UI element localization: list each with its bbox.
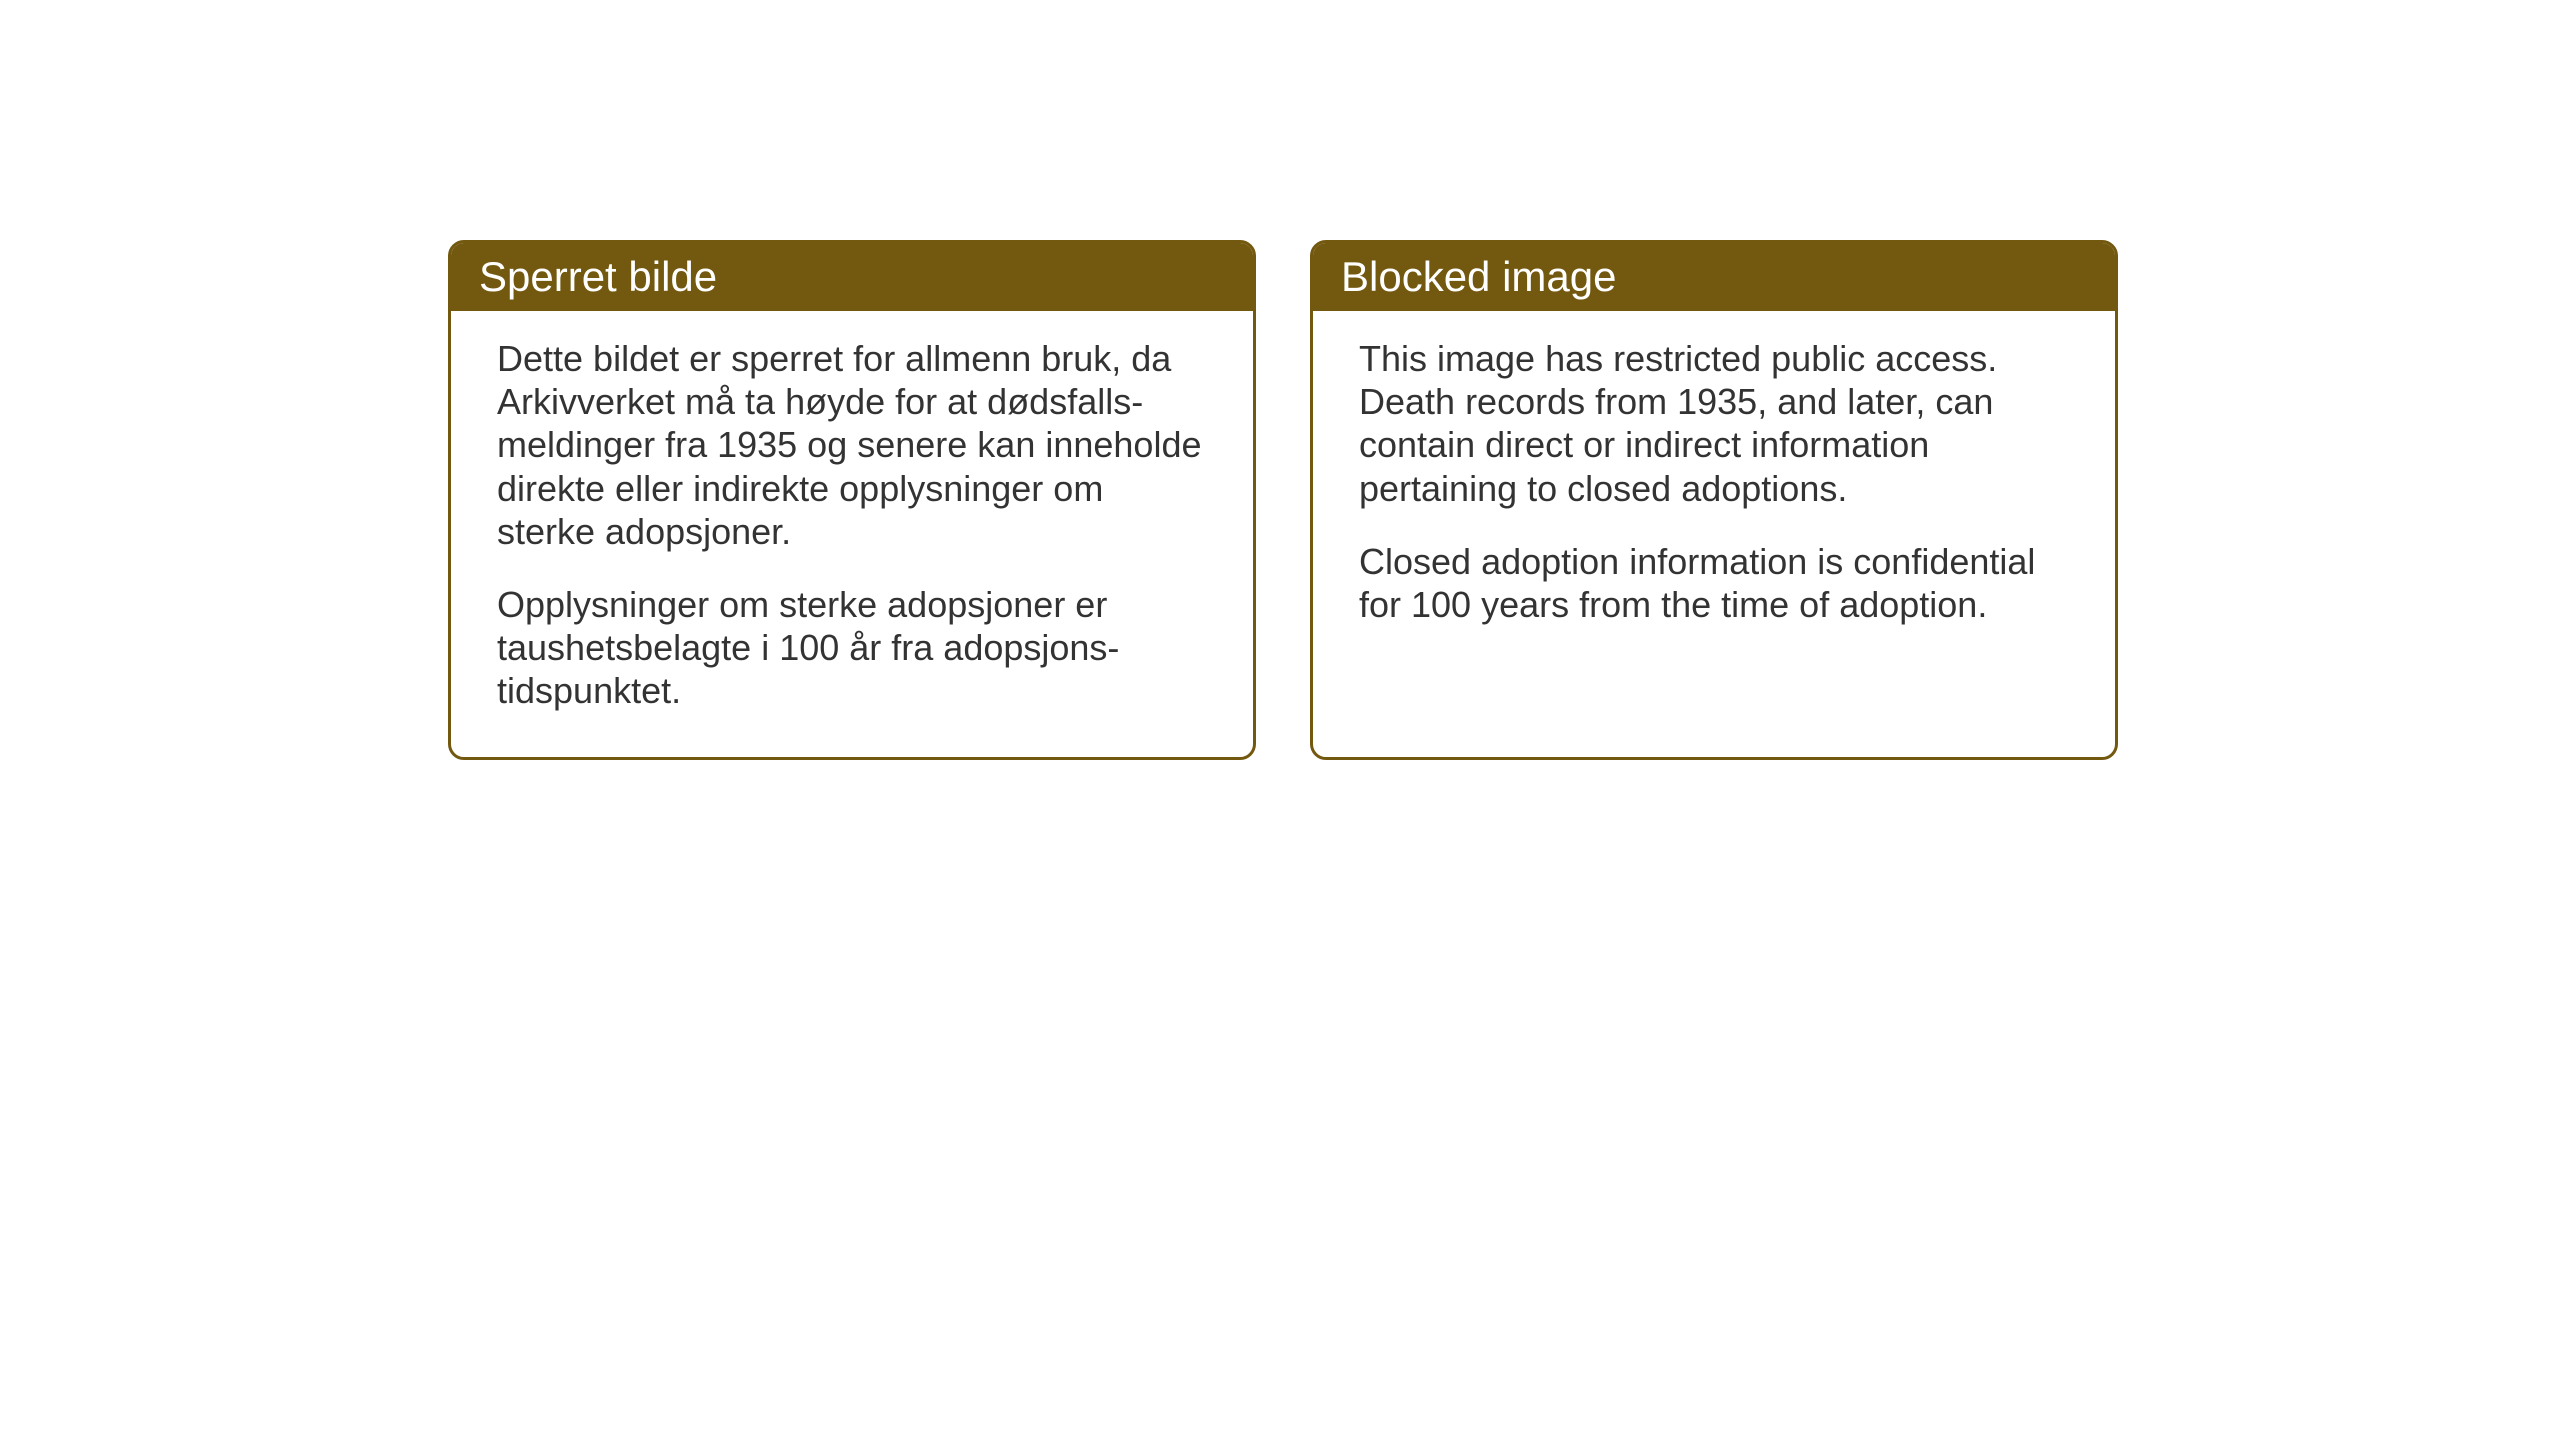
norwegian-card-body: Dette bildet er sperret for allmenn bruk… bbox=[451, 311, 1253, 757]
english-card-body: This image has restricted public access.… bbox=[1313, 311, 2115, 670]
english-paragraph-1: This image has restricted public access.… bbox=[1359, 337, 2069, 510]
english-paragraph-2: Closed adoption information is confident… bbox=[1359, 540, 2069, 626]
norwegian-card-title: Sperret bilde bbox=[479, 253, 717, 300]
english-card-title: Blocked image bbox=[1341, 253, 1616, 300]
english-card-header: Blocked image bbox=[1313, 243, 2115, 311]
norwegian-paragraph-2: Opplysninger om sterke adopsjoner er tau… bbox=[497, 583, 1207, 713]
english-card: Blocked image This image has restricted … bbox=[1310, 240, 2118, 760]
cards-container: Sperret bilde Dette bildet er sperret fo… bbox=[448, 240, 2118, 760]
norwegian-paragraph-1: Dette bildet er sperret for allmenn bruk… bbox=[497, 337, 1207, 553]
norwegian-card-header: Sperret bilde bbox=[451, 243, 1253, 311]
norwegian-card: Sperret bilde Dette bildet er sperret fo… bbox=[448, 240, 1256, 760]
